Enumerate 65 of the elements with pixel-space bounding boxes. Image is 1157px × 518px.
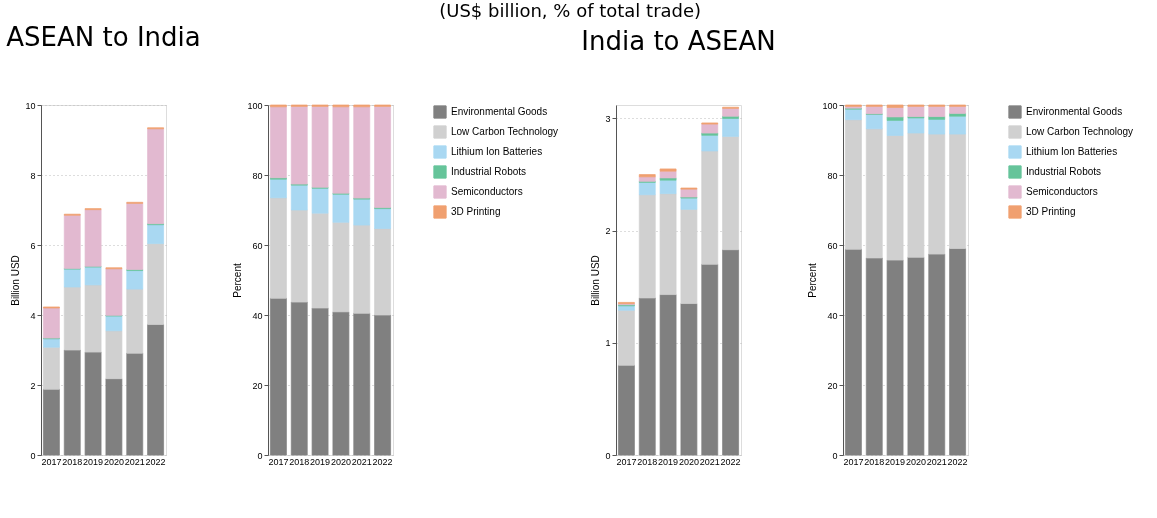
y-tick-label: 60 [827,240,838,251]
x-tick-label: 2017 [41,456,62,467]
y-tick-label: 2 [605,226,611,237]
x-tick-label: 2022 [947,456,968,467]
y-tick-label: 0 [832,450,838,461]
y-tick-label: 100 [822,100,838,111]
x-tick-label: 2018 [637,456,658,467]
x-tick-label: 2019 [310,456,331,467]
y-tick-label: 2 [30,380,36,391]
y-tick-label: 100 [247,100,263,111]
y-tick-label: 80 [252,170,263,181]
legend-label: Lithium Ion Batteries [451,146,543,157]
x-tick-label: 2020 [103,456,124,467]
y-axis-title: Percent [807,263,819,298]
y-axis-title: Billion USD [590,255,602,306]
x-tick-label: 2022 [720,456,741,467]
y-tick-label: 60 [252,240,263,251]
legend-label: Industrial Robots [451,166,527,177]
legend-label: 3D Printing [451,206,501,217]
x-tick-label: 2021 [699,456,720,467]
x-tick-label: 2021 [926,456,947,467]
y-tick-label: 0 [257,450,263,461]
x-tick-label: 2018 [864,456,885,467]
legend-label: Lithium Ion Batteries [1026,146,1118,157]
x-tick-label: 2017 [268,456,289,467]
y-tick-label: 10 [25,100,36,111]
y-tick-label: 20 [252,380,263,391]
x-tick-label: 2020 [678,456,699,467]
chart-title: ASEAN to India [6,22,201,52]
y-tick-label: 40 [252,310,263,321]
y-tick-label: 40 [827,310,838,321]
legend-label: Low Carbon Technology [451,126,559,137]
legend-label: Environmental Goods [451,106,548,117]
y-tick-label: 6 [30,240,36,251]
legend-label: Semiconductors [1026,186,1098,197]
text: (US$ billion, % of total trade) [439,0,702,21]
y-tick-label: 1 [605,338,611,349]
y-tick-label: 0 [30,450,36,461]
x-tick-label: 2020 [905,456,926,467]
x-tick-label: 2018 [289,456,310,467]
x-tick-label: 2022 [372,456,393,467]
y-tick-label: 4 [30,310,36,321]
x-tick-label: 2017 [616,456,637,467]
legend-label: Semiconductors [451,186,523,197]
x-tick-label: 2021 [124,456,145,467]
y-tick-label: 3 [605,113,611,124]
legend-label: Environmental Goods [1026,106,1123,117]
y-tick-label: 20 [827,380,838,391]
y-tick-label: 8 [30,170,36,181]
legend-label: Low Carbon Technology [1026,126,1134,137]
x-tick-label: 2017 [843,456,864,467]
y-axis-title: Billion USD [10,255,22,306]
x-tick-label: 2021 [351,456,372,467]
chart-title: India to ASEAN [581,26,776,56]
x-tick-label: 2020 [330,456,351,467]
x-tick-label: 2018 [62,456,83,467]
y-tick-label: 0 [605,450,611,461]
legend-label: 3D Printing [1026,206,1076,217]
x-tick-label: 2019 [885,456,906,467]
legend-label: Industrial Robots [1026,166,1102,177]
y-tick-label: 80 [827,170,838,181]
y-axis-title: Percent [232,263,244,298]
x-tick-label: 2019 [658,456,679,467]
x-tick-label: 2022 [145,456,166,467]
x-tick-label: 2019 [83,456,104,467]
